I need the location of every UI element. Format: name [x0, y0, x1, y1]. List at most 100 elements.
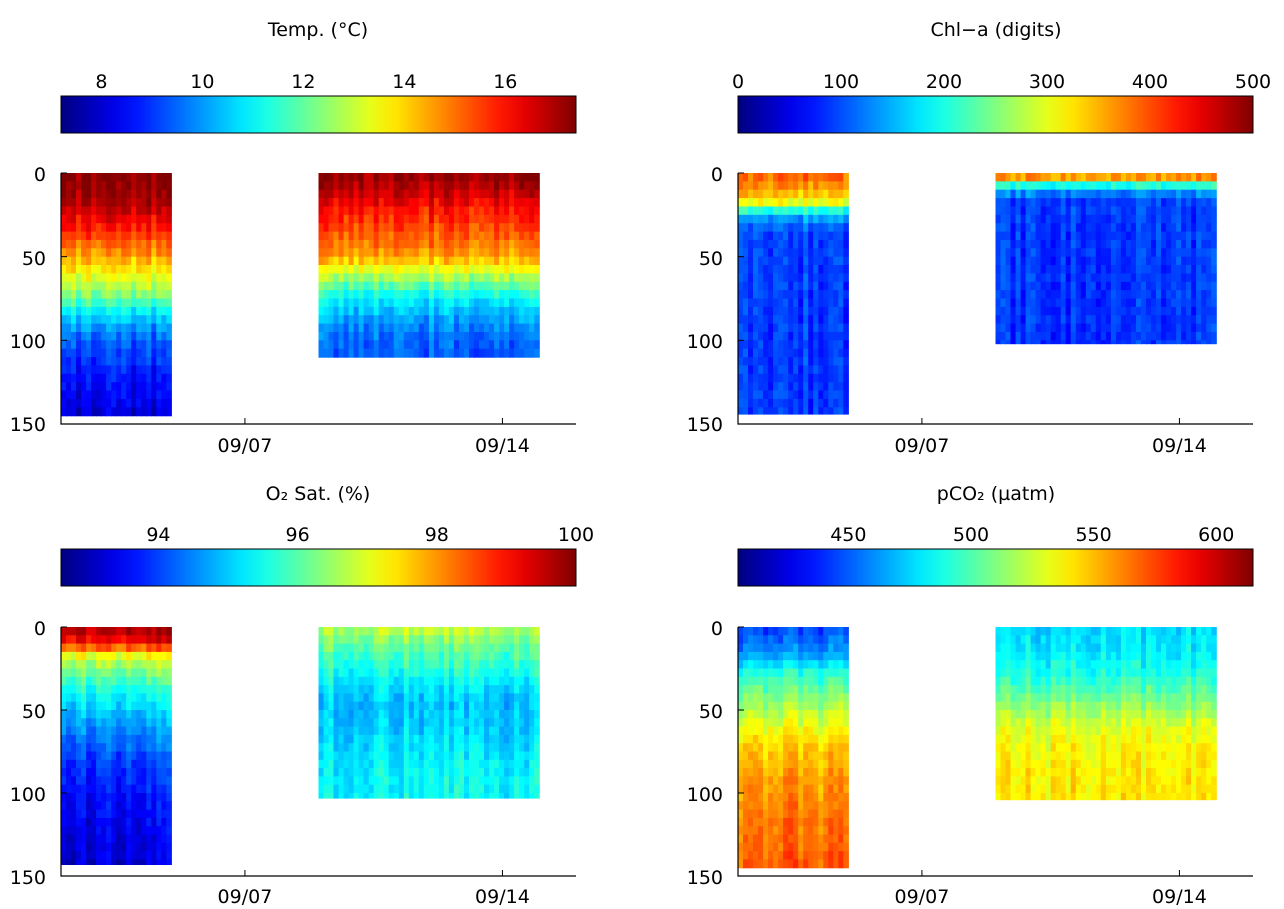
heatmap-cell	[1045, 239, 1052, 249]
heatmap-cell	[838, 239, 844, 249]
heatmap-cell	[151, 784, 157, 794]
heatmap-cell	[833, 306, 839, 316]
heatmap-cell	[378, 701, 385, 711]
heatmap-cell	[1055, 181, 1062, 191]
heatmap-cell	[469, 718, 475, 728]
heatmap-cell	[823, 206, 829, 216]
heatmap-cell	[753, 651, 759, 661]
heatmap-cell	[438, 710, 445, 719]
heatmap-cell	[86, 685, 92, 694]
heatmap-cell	[418, 693, 425, 703]
heatmap-cell	[136, 407, 142, 417]
heatmap-cell	[333, 751, 340, 761]
heatmap-cell	[758, 693, 764, 703]
heatmap-cell	[61, 685, 67, 694]
heatmap-cell	[823, 398, 829, 408]
heatmap-cell	[768, 668, 774, 678]
heatmap-cell	[121, 189, 127, 199]
heatmap-cell	[1035, 323, 1042, 333]
heatmap-cell	[91, 726, 97, 736]
heatmap-cell	[141, 173, 147, 182]
heatmap-cell	[408, 784, 415, 794]
heatmap-cell	[393, 668, 400, 678]
heatmap-cell	[318, 231, 325, 241]
heatmap-cell	[534, 627, 540, 636]
heatmap-cell	[126, 382, 132, 392]
heatmap-cell	[438, 223, 445, 233]
heatmap-cell	[161, 809, 167, 819]
heatmap-cell	[378, 332, 385, 341]
heatmap-cell	[438, 784, 445, 794]
heatmap-cell	[509, 256, 515, 266]
heatmap-cell	[1146, 206, 1152, 216]
heatmap-cell	[1040, 173, 1047, 182]
heatmap-cell	[156, 214, 162, 224]
heatmap-cell	[76, 390, 82, 400]
heatmap-cell	[141, 315, 147, 325]
heatmap-cell	[738, 365, 744, 375]
heatmap-cell	[338, 635, 345, 645]
heatmap-cell	[813, 373, 819, 383]
heatmap-cell	[1065, 340, 1072, 345]
heatmap-cell	[1100, 273, 1107, 283]
heatmap-cell	[1040, 248, 1047, 258]
heatmap-cell	[126, 357, 132, 367]
heatmap-cell	[529, 173, 535, 182]
heatmap-cell	[403, 332, 410, 341]
heatmap-cell	[464, 231, 470, 241]
heatmap-cell	[418, 298, 425, 308]
heatmap-cell	[131, 315, 137, 325]
heatmap-cell	[509, 323, 515, 333]
heatmap-cell	[1191, 298, 1197, 308]
heatmap-cell	[1130, 198, 1137, 208]
heatmap-cell	[323, 643, 330, 653]
heatmap-cell	[768, 627, 774, 636]
heatmap-cell	[768, 214, 774, 224]
heatmap-cell	[1151, 256, 1157, 266]
heatmap-cell	[373, 776, 380, 786]
heatmap-cell	[393, 701, 400, 711]
heatmap-cell	[433, 273, 440, 283]
heatmap-cell	[484, 734, 490, 744]
heatmap-cell	[106, 265, 112, 274]
heatmap-cell	[106, 627, 112, 636]
colorbar-tick-labels: 450 500 550 600	[830, 524, 1234, 546]
heatmap-cell	[318, 256, 325, 266]
heatmap-cell	[448, 265, 455, 274]
heatmap-cell	[1000, 281, 1007, 291]
heatmap-cell	[151, 298, 157, 308]
heatmap-cell	[1211, 231, 1217, 241]
heatmap-cell	[753, 365, 759, 375]
heatmap-cell	[1166, 290, 1172, 300]
heatmap-cell	[106, 776, 112, 786]
heatmap-cell	[343, 223, 350, 233]
heatmap-cell	[753, 627, 759, 636]
heatmap-cell	[403, 189, 410, 199]
heatmap-cell	[131, 809, 137, 819]
heatmap-cell	[408, 651, 415, 661]
heatmap-cell	[768, 223, 774, 233]
heatmap-cell	[393, 223, 400, 233]
heatmap-cell	[151, 206, 157, 216]
heatmap-cell	[423, 693, 430, 703]
heatmap-cell	[753, 256, 759, 266]
heatmap-cell	[828, 365, 834, 375]
heatmap-cell	[66, 784, 72, 794]
heatmap-cell	[116, 635, 122, 645]
heatmap-cell	[323, 273, 330, 283]
heatmap-cell	[438, 189, 445, 199]
heatmap-cell	[413, 701, 420, 711]
heatmap-cell	[798, 189, 804, 199]
y-tick-label: 0	[34, 618, 46, 640]
heatmap-cell	[151, 315, 157, 325]
heatmap-cell	[111, 357, 117, 367]
heatmap-cell	[388, 323, 395, 333]
heatmap-cell	[1010, 298, 1017, 308]
heatmap-cell	[499, 315, 505, 325]
heatmap-cell	[1030, 173, 1037, 182]
heatmap-cell	[758, 273, 764, 283]
heatmap-cell	[111, 248, 117, 258]
heatmap-cell	[1090, 281, 1097, 291]
heatmap-cell	[156, 759, 162, 769]
heatmap-cell	[1120, 290, 1127, 300]
